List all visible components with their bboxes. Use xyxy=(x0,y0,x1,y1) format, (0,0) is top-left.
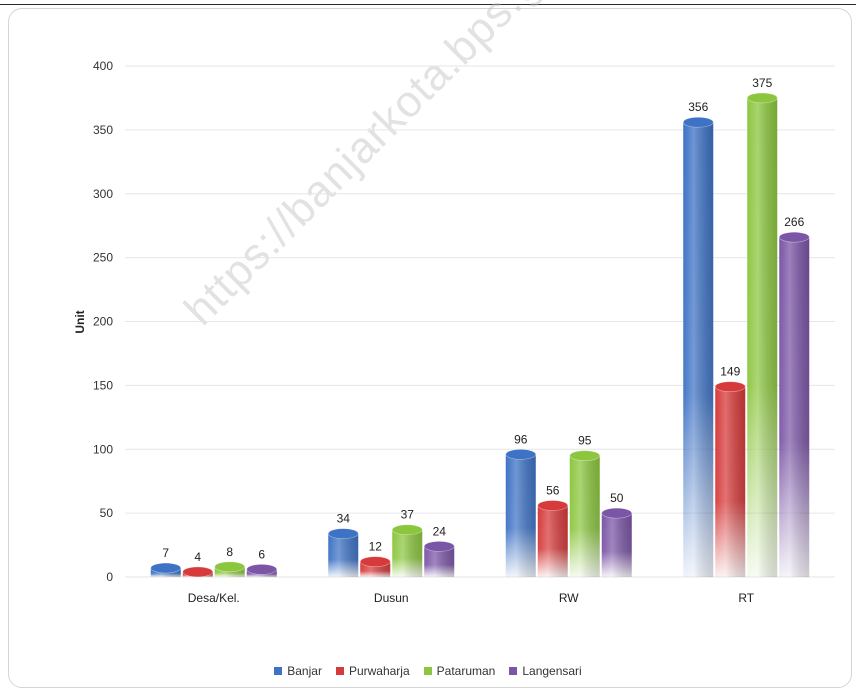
y-tick-label: 50 xyxy=(100,506,114,520)
legend-swatch xyxy=(335,667,344,675)
bar-cap xyxy=(214,561,246,573)
data-label: 6 xyxy=(258,547,265,561)
legend-item: Banjar xyxy=(274,664,322,678)
bar xyxy=(246,564,278,577)
data-label: 24 xyxy=(433,524,447,538)
data-label: 356 xyxy=(688,100,708,114)
bar-highlight xyxy=(537,505,568,577)
bar xyxy=(714,381,746,577)
bar-cap xyxy=(327,528,359,539)
y-tick-label: 300 xyxy=(93,187,113,201)
data-label: 7 xyxy=(162,546,169,560)
bar-highlight xyxy=(601,513,632,577)
bar xyxy=(182,566,214,578)
chart-legend: Banjar Purwaharja Pataruman Langensari xyxy=(0,664,856,678)
data-label: 96 xyxy=(514,432,528,446)
data-label: 34 xyxy=(337,512,351,526)
bar-cap xyxy=(746,92,778,104)
bar xyxy=(778,231,810,577)
bar-cap xyxy=(391,524,423,536)
bar-highlight xyxy=(569,455,600,577)
top-border-line xyxy=(0,4,856,5)
data-label: 4 xyxy=(194,550,201,564)
y-tick-label: 100 xyxy=(93,442,113,456)
legend-label: Banjar xyxy=(287,664,322,678)
bar-cap xyxy=(150,562,182,574)
bar-cap xyxy=(682,116,714,128)
data-label: 12 xyxy=(369,540,383,554)
y-tick-label: 350 xyxy=(93,123,113,137)
bar xyxy=(537,500,569,577)
bar-highlight xyxy=(328,533,359,577)
legend-label: Pataruman xyxy=(436,664,496,678)
bar-cap xyxy=(569,450,601,461)
bar xyxy=(682,116,714,578)
legend-item: Pataruman xyxy=(423,664,496,678)
bar-highlight xyxy=(683,122,714,578)
y-tick-label: 0 xyxy=(106,570,113,584)
data-label: 8 xyxy=(226,545,233,559)
data-label: 375 xyxy=(752,76,772,90)
bar-highlight xyxy=(747,97,778,577)
data-label: 95 xyxy=(578,434,592,448)
legend-swatch xyxy=(274,667,283,675)
data-label: 266 xyxy=(784,215,804,229)
y-tick-label: 200 xyxy=(93,315,113,329)
bar-cap xyxy=(601,507,633,519)
x-tick-label: RT xyxy=(738,591,754,605)
bar-highlight xyxy=(392,529,423,577)
data-label: 37 xyxy=(401,508,415,522)
bar xyxy=(746,92,778,577)
data-label: 50 xyxy=(610,491,624,505)
legend-label: Langensari xyxy=(522,664,582,678)
legend-item: Langensari xyxy=(509,664,582,678)
bar xyxy=(327,528,359,577)
y-tick-label: 150 xyxy=(93,378,113,392)
legend-item: Purwaharja xyxy=(335,664,410,678)
bar xyxy=(601,507,633,577)
y-axis-label: Unit xyxy=(73,310,87,333)
bar-cap xyxy=(182,566,214,578)
bar-cap xyxy=(359,556,391,567)
bar xyxy=(359,556,391,577)
bar xyxy=(391,524,423,577)
bar-cap xyxy=(423,541,455,552)
bar xyxy=(569,450,601,577)
bar xyxy=(505,449,537,577)
data-label: 149 xyxy=(720,365,740,379)
y-tick-label: 400 xyxy=(93,59,113,73)
y-tick-label: 250 xyxy=(93,251,113,265)
x-tick-label: Dusun xyxy=(374,591,409,605)
bar-cap xyxy=(246,564,278,575)
bar xyxy=(150,562,182,577)
bar xyxy=(423,541,455,577)
legend-swatch xyxy=(423,667,432,675)
data-label: 56 xyxy=(546,483,560,497)
bar-highlight xyxy=(505,454,536,577)
bar-cap xyxy=(714,381,746,392)
bar-cap xyxy=(778,231,810,243)
x-tick-label: Desa/Kel. xyxy=(188,591,240,605)
bar-highlight xyxy=(715,386,746,577)
bar-cap xyxy=(505,449,537,460)
x-tick-label: RW xyxy=(559,591,579,605)
bar-highlight xyxy=(779,237,810,577)
legend-swatch xyxy=(509,667,518,675)
legend-label: Purwaharja xyxy=(348,664,410,678)
bar-cap xyxy=(537,500,569,511)
bar xyxy=(214,561,246,577)
